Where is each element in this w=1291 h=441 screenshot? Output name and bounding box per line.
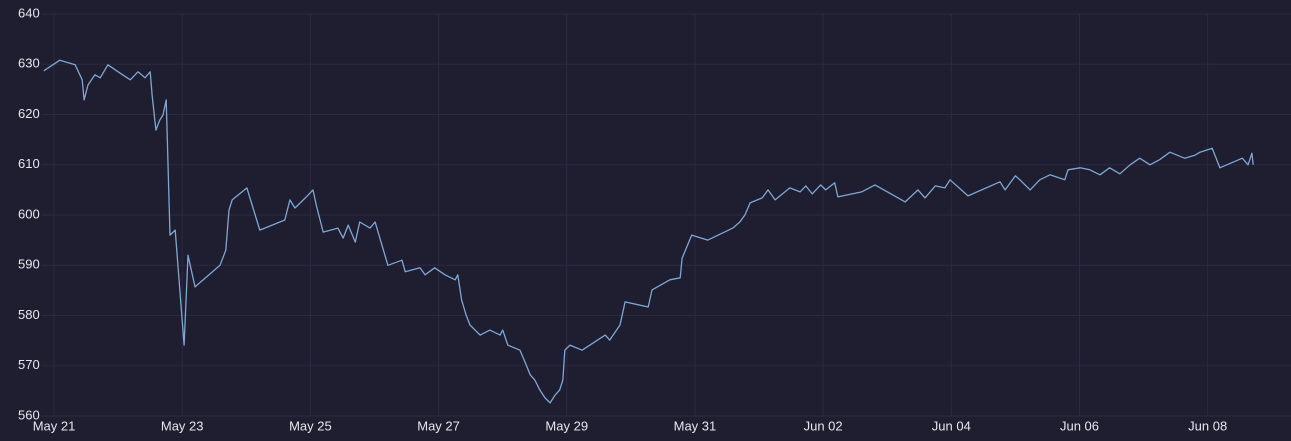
x-tick-label: May 21 xyxy=(33,418,76,433)
x-tick-label: Jun 04 xyxy=(932,418,971,433)
x-tick-label: Jun 02 xyxy=(804,418,843,433)
x-tick-label: May 27 xyxy=(417,418,460,433)
y-tick-label: 610 xyxy=(18,156,40,171)
y-tick-label: 570 xyxy=(18,357,40,372)
y-tick-label: 560 xyxy=(18,407,40,422)
x-tick-label: Jun 06 xyxy=(1060,418,1099,433)
y-tick-label: 620 xyxy=(18,106,40,121)
y-tick-label: 600 xyxy=(18,206,40,221)
x-tick-label: May 31 xyxy=(674,418,717,433)
y-tick-label: 640 xyxy=(18,5,40,20)
y-tick-label: 580 xyxy=(18,307,40,322)
line-series xyxy=(43,59,1254,404)
y-tick-label: 590 xyxy=(18,257,40,272)
x-tick-label: May 29 xyxy=(545,418,588,433)
x-tick-label: May 25 xyxy=(289,418,332,433)
x-tick-label: May 23 xyxy=(161,418,204,433)
x-tick-label: Jun 08 xyxy=(1188,418,1227,433)
y-tick-label: 630 xyxy=(18,56,40,71)
